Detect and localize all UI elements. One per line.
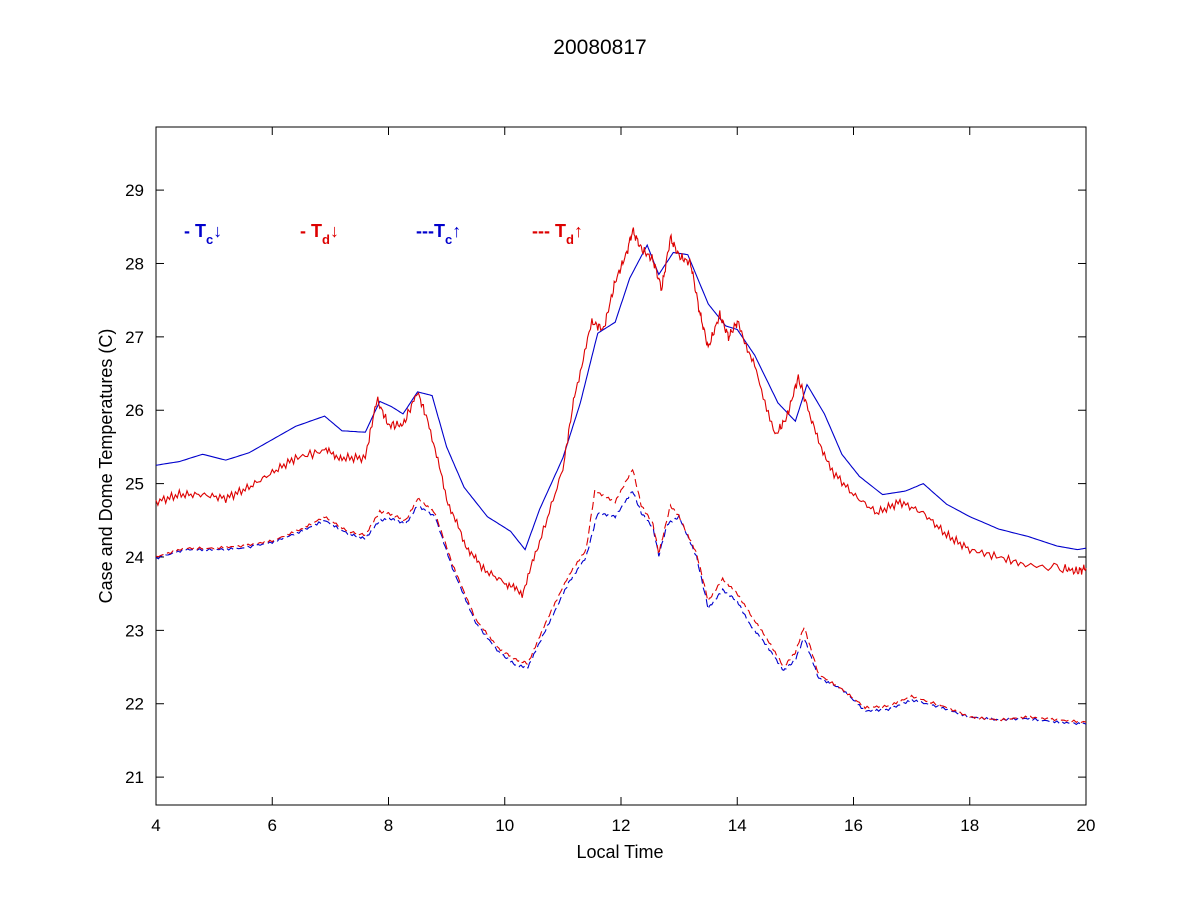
x-tick-label: 6 bbox=[268, 816, 277, 835]
x-tick-label: 14 bbox=[728, 816, 747, 835]
legend-entry-2: - Td↓ bbox=[300, 221, 339, 247]
x-tick-label: 8 bbox=[384, 816, 393, 835]
legend-prefix: --- T bbox=[532, 221, 566, 241]
legend-entry-4: --- Td↑ bbox=[532, 221, 583, 247]
x-tick-label: 16 bbox=[844, 816, 863, 835]
axis-ticks: 4 6 8 10 12 14 16 18 20 21 22 23 24 25 26 27 28 29 bbox=[125, 127, 1095, 835]
legend-subscript: d bbox=[566, 232, 574, 247]
legend-arrow: ↑ bbox=[574, 221, 583, 241]
legend-arrow: ↓ bbox=[213, 221, 222, 241]
y-axis-label: Case and Dome Temperatures (C) bbox=[96, 329, 116, 604]
legend-subscript: c bbox=[445, 232, 452, 247]
chart-title: 20080817 bbox=[553, 36, 646, 59]
legend-entry-3: ---Tc↑ bbox=[416, 221, 461, 247]
y-tick-label: 29 bbox=[125, 181, 144, 200]
plot-area-frame bbox=[155, 126, 1087, 806]
legend-prefix: ---T bbox=[416, 221, 445, 241]
legend-arrow: ↑ bbox=[452, 221, 461, 241]
y-tick-label: 24 bbox=[125, 548, 144, 567]
y-tick-label: 22 bbox=[125, 695, 144, 714]
y-tick-label: 28 bbox=[125, 254, 144, 273]
legend-arrow: ↓ bbox=[330, 221, 339, 241]
legend-entry-1: - Tc↓ bbox=[184, 221, 222, 247]
legend: - Tc↓ - Td↓ ---Tc↑ --- Td↑ bbox=[184, 221, 583, 247]
legend-subscript: d bbox=[322, 232, 330, 247]
series-line-4 bbox=[155, 468, 1087, 724]
x-tick-label: 10 bbox=[495, 816, 514, 835]
series-lines bbox=[155, 227, 1087, 726]
y-tick-label: 26 bbox=[125, 401, 144, 420]
y-tick-label: 25 bbox=[125, 475, 144, 494]
legend-prefix: - T bbox=[184, 221, 206, 241]
x-tick-label: 20 bbox=[1077, 816, 1096, 835]
x-tick-label: 12 bbox=[612, 816, 631, 835]
legend-prefix: - T bbox=[300, 221, 322, 241]
x-axis-label: Local Time bbox=[576, 842, 663, 862]
series-line-2 bbox=[155, 227, 1087, 598]
series-line-1 bbox=[155, 243, 1087, 551]
series-line-3 bbox=[155, 491, 1087, 726]
x-tick-label: 18 bbox=[960, 816, 979, 835]
legend-subscript: c bbox=[206, 232, 213, 247]
y-tick-label: 21 bbox=[125, 768, 144, 787]
y-tick-label: 27 bbox=[125, 328, 144, 347]
x-tick-label: 4 bbox=[151, 816, 160, 835]
y-tick-label: 23 bbox=[125, 621, 144, 640]
